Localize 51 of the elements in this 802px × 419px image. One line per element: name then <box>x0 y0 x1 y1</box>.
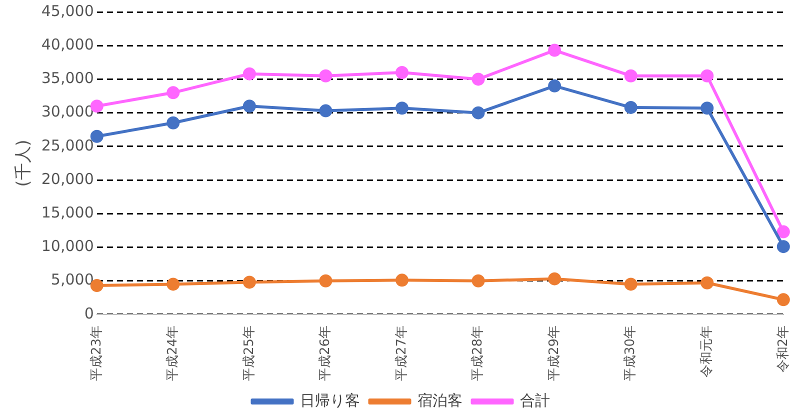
point <box>700 102 714 115</box>
point <box>166 278 180 291</box>
point <box>396 274 409 287</box>
point <box>472 72 485 86</box>
point <box>396 66 409 79</box>
x-tick-label: 令和元年 <box>699 325 714 378</box>
point <box>242 67 256 80</box>
x-tick-label: 令和2年 <box>776 325 791 373</box>
point <box>776 225 790 238</box>
point <box>548 272 562 286</box>
point <box>319 104 332 118</box>
x-tick-label: 平成27年 <box>394 325 410 382</box>
x-tick-label: 平成29年 <box>546 325 562 382</box>
x-tick-label: 平成25年 <box>242 325 257 382</box>
point <box>242 100 256 113</box>
x-tick-label: 平成24年 <box>166 325 181 382</box>
point <box>624 278 638 291</box>
y-tick-label: 20,000 <box>41 170 94 188</box>
y-tick-label: 25,000 <box>41 136 94 154</box>
point <box>472 274 485 288</box>
point <box>548 79 562 92</box>
x-tick-label: 平成23年 <box>89 325 104 382</box>
x-tick-label: 平成30年 <box>623 325 638 382</box>
point <box>700 276 714 290</box>
x-tick-label: 平成28年 <box>470 325 486 382</box>
point <box>776 293 790 306</box>
y-tick-label: 5,000 <box>50 270 94 289</box>
point <box>472 106 485 120</box>
y-tick-label: 45,000 <box>41 2 94 20</box>
point <box>776 240 790 254</box>
point <box>700 69 714 82</box>
y-tick-label: 10,000 <box>41 237 94 256</box>
point <box>319 69 332 82</box>
x-tick-label: 平成26年 <box>318 325 334 382</box>
point <box>548 44 562 57</box>
point <box>396 102 409 115</box>
y-tick-label: 30,000 <box>41 102 94 121</box>
y-axis-title: (千人) <box>14 140 34 187</box>
legend-label: 宿泊客 <box>417 391 462 410</box>
point <box>166 86 180 100</box>
y-tick-label: 40,000 <box>41 35 94 54</box>
point <box>319 274 332 288</box>
legend-label: 合計 <box>520 391 550 410</box>
point <box>242 276 256 289</box>
point <box>624 69 638 82</box>
y-tick-label: 35,000 <box>41 69 94 88</box>
point <box>166 116 180 130</box>
y-tick-label: 0 <box>84 304 94 322</box>
y-tick-label: 15,000 <box>41 204 94 222</box>
point <box>624 100 638 114</box>
legend-label: 日帰り客 <box>300 391 360 410</box>
